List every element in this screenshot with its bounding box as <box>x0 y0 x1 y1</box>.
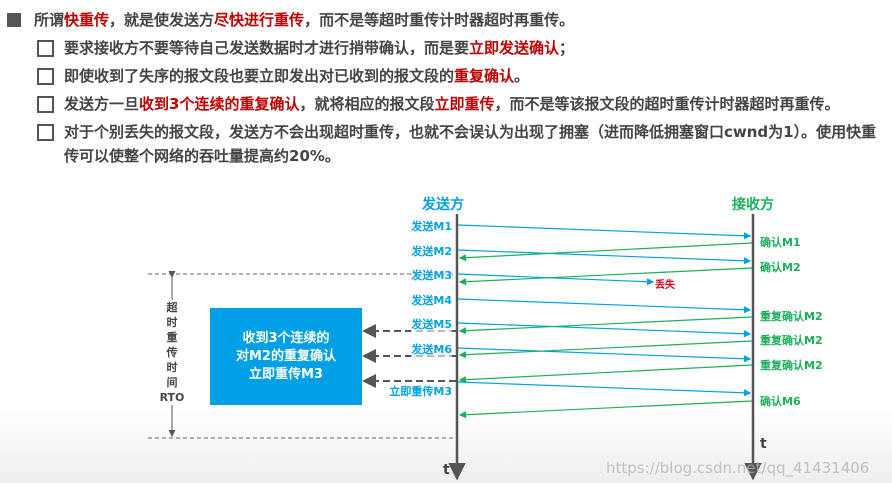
send-label: 发送M4 <box>411 292 452 308</box>
box-line: 收到3个连续的 <box>242 331 330 346</box>
ack-arrow-m6 <box>458 400 753 419</box>
send-arrow-m6 <box>457 347 752 363</box>
send-label: 立即重传M3 <box>389 383 452 399</box>
rto-label: 超时重传时间 RTO <box>160 300 184 405</box>
box-line: 立即重传M3 <box>249 367 323 382</box>
send-label: 发送M5 <box>411 316 452 332</box>
checkbox-icon <box>37 40 54 57</box>
checkbox-icon <box>37 68 54 85</box>
sender-time-label: t <box>443 462 450 478</box>
bullet-sub4: 对于个别丢失的报文段，发送方不会出现超时重传，也就不会误认为出现了拥塞（进而降低… <box>0 120 879 168</box>
rto-char: 超 <box>166 301 178 314</box>
bullet-sub3: 发送方一旦收到3个连续的重复确认，就将相应的报文段立即重传，而不是等该报文段的超… <box>0 92 879 116</box>
bullet-list: 所谓快重传，就是使发送方尽快进行重传，而不是等超时重传计时器超时再重传。 要求接… <box>0 8 892 172</box>
rto-char: 间 <box>166 376 178 389</box>
ack-label: 重复确认M2 <box>760 359 823 372</box>
lost-label: 丢失 <box>655 280 675 291</box>
send-arrow-m2 <box>457 249 752 265</box>
box-text: 收到3个连续的 对M2的重复确认 立即重传M3 <box>210 330 362 384</box>
rto-char: 传 <box>166 346 178 359</box>
bullet-main: 所谓快重传，就是使发送方尽快进行重传，而不是等超时重传计时器超时再重传。 <box>0 8 879 32</box>
send-label: 发送M6 <box>411 341 452 357</box>
receiver-title: 接收方 <box>732 194 774 214</box>
sender-title: 发送方 <box>422 194 464 214</box>
rto-char: 重 <box>166 331 178 344</box>
send-arrow-m3-retransmit <box>457 381 752 397</box>
ack-label: 确认M6 <box>760 395 801 408</box>
rto-char: RTO <box>159 391 185 404</box>
rto-char: 时 <box>166 316 178 329</box>
ack-arrow-m1 <box>458 242 753 262</box>
ack-label: 重复确认M2 <box>760 334 823 347</box>
checkbox-icon <box>37 96 54 113</box>
send-arrow-m5 <box>457 322 752 338</box>
dup-ack-arrow-2 <box>458 340 753 359</box>
receiver-time-label: t <box>760 436 767 452</box>
ack-label: 确认M1 <box>760 236 801 249</box>
send-arrow-m4 <box>457 298 752 314</box>
fast-retransmit-box <box>210 308 362 405</box>
watermark: https://blog.csdn.net/qq_41431406 <box>606 459 870 477</box>
send-arrow-m1 <box>457 224 752 240</box>
rto-char: 时 <box>166 361 178 374</box>
send-label: 发送M1 <box>411 218 452 234</box>
ack-arrow-m2 <box>458 267 753 286</box>
bullet-square <box>7 13 21 27</box>
checkbox-icon <box>37 124 54 141</box>
ack-label: 重复确认M2 <box>760 310 823 323</box>
send-label: 发送M2 <box>411 243 452 259</box>
send-label: 发送M3 <box>411 267 452 283</box>
ack-label: 确认M2 <box>760 261 801 274</box>
box-line: 对M2的重复确认 <box>236 349 336 364</box>
bullet-sub2: 即使收到了失序的报文段也要立即发出对已收到的报文段的重复确认。 <box>0 64 879 88</box>
dup-ack-arrow-3 <box>458 364 753 384</box>
bullet-sub1: 要求接收方不要等待自己发送数据时才进行捎带确认，而是要立即发送确认； <box>0 36 879 60</box>
dup-ack-arrow-1 <box>458 316 753 335</box>
